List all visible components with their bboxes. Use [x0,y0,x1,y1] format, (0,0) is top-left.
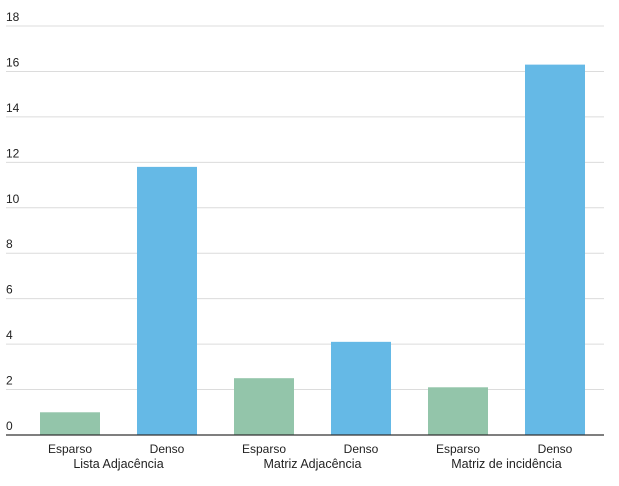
x-category-label: Denso [538,442,573,456]
x-category-label: Denso [150,442,185,456]
bar-denso-3 [525,64,585,435]
bar-denso-2 [331,341,391,435]
grid-lines [6,25,604,391]
bar-esparso-1 [40,412,100,435]
x-group-label: Lista Adjacência [73,457,163,471]
y-tick-label: 10 [6,192,20,206]
y-tick-label: 14 [6,101,20,115]
x-category-label: Esparso [48,442,92,456]
y-tick-label: 6 [6,283,13,297]
y-axis-tick-labels: 0 2 4 6 8 10 12 14 16 18 [6,10,20,433]
x-group-label: Matriz de incidência [451,457,562,471]
y-tick-label: 4 [6,328,13,342]
bar-esparso-3 [428,387,488,435]
y-tick-label: 12 [6,146,20,160]
bars [40,64,585,435]
x-category-label: Esparso [242,442,286,456]
bar-denso-1 [137,166,197,435]
x-category-label: Esparso [436,442,480,456]
y-tick-label: 0 [6,419,13,433]
y-tick-label: 2 [6,374,13,388]
x-category-label: Denso [344,442,379,456]
bar-esparso-2 [234,378,294,435]
x-group-label: Matriz Adjacência [264,457,362,471]
y-tick-label: 8 [6,237,13,251]
y-tick-label: 16 [6,55,20,69]
y-tick-label: 18 [6,10,20,24]
